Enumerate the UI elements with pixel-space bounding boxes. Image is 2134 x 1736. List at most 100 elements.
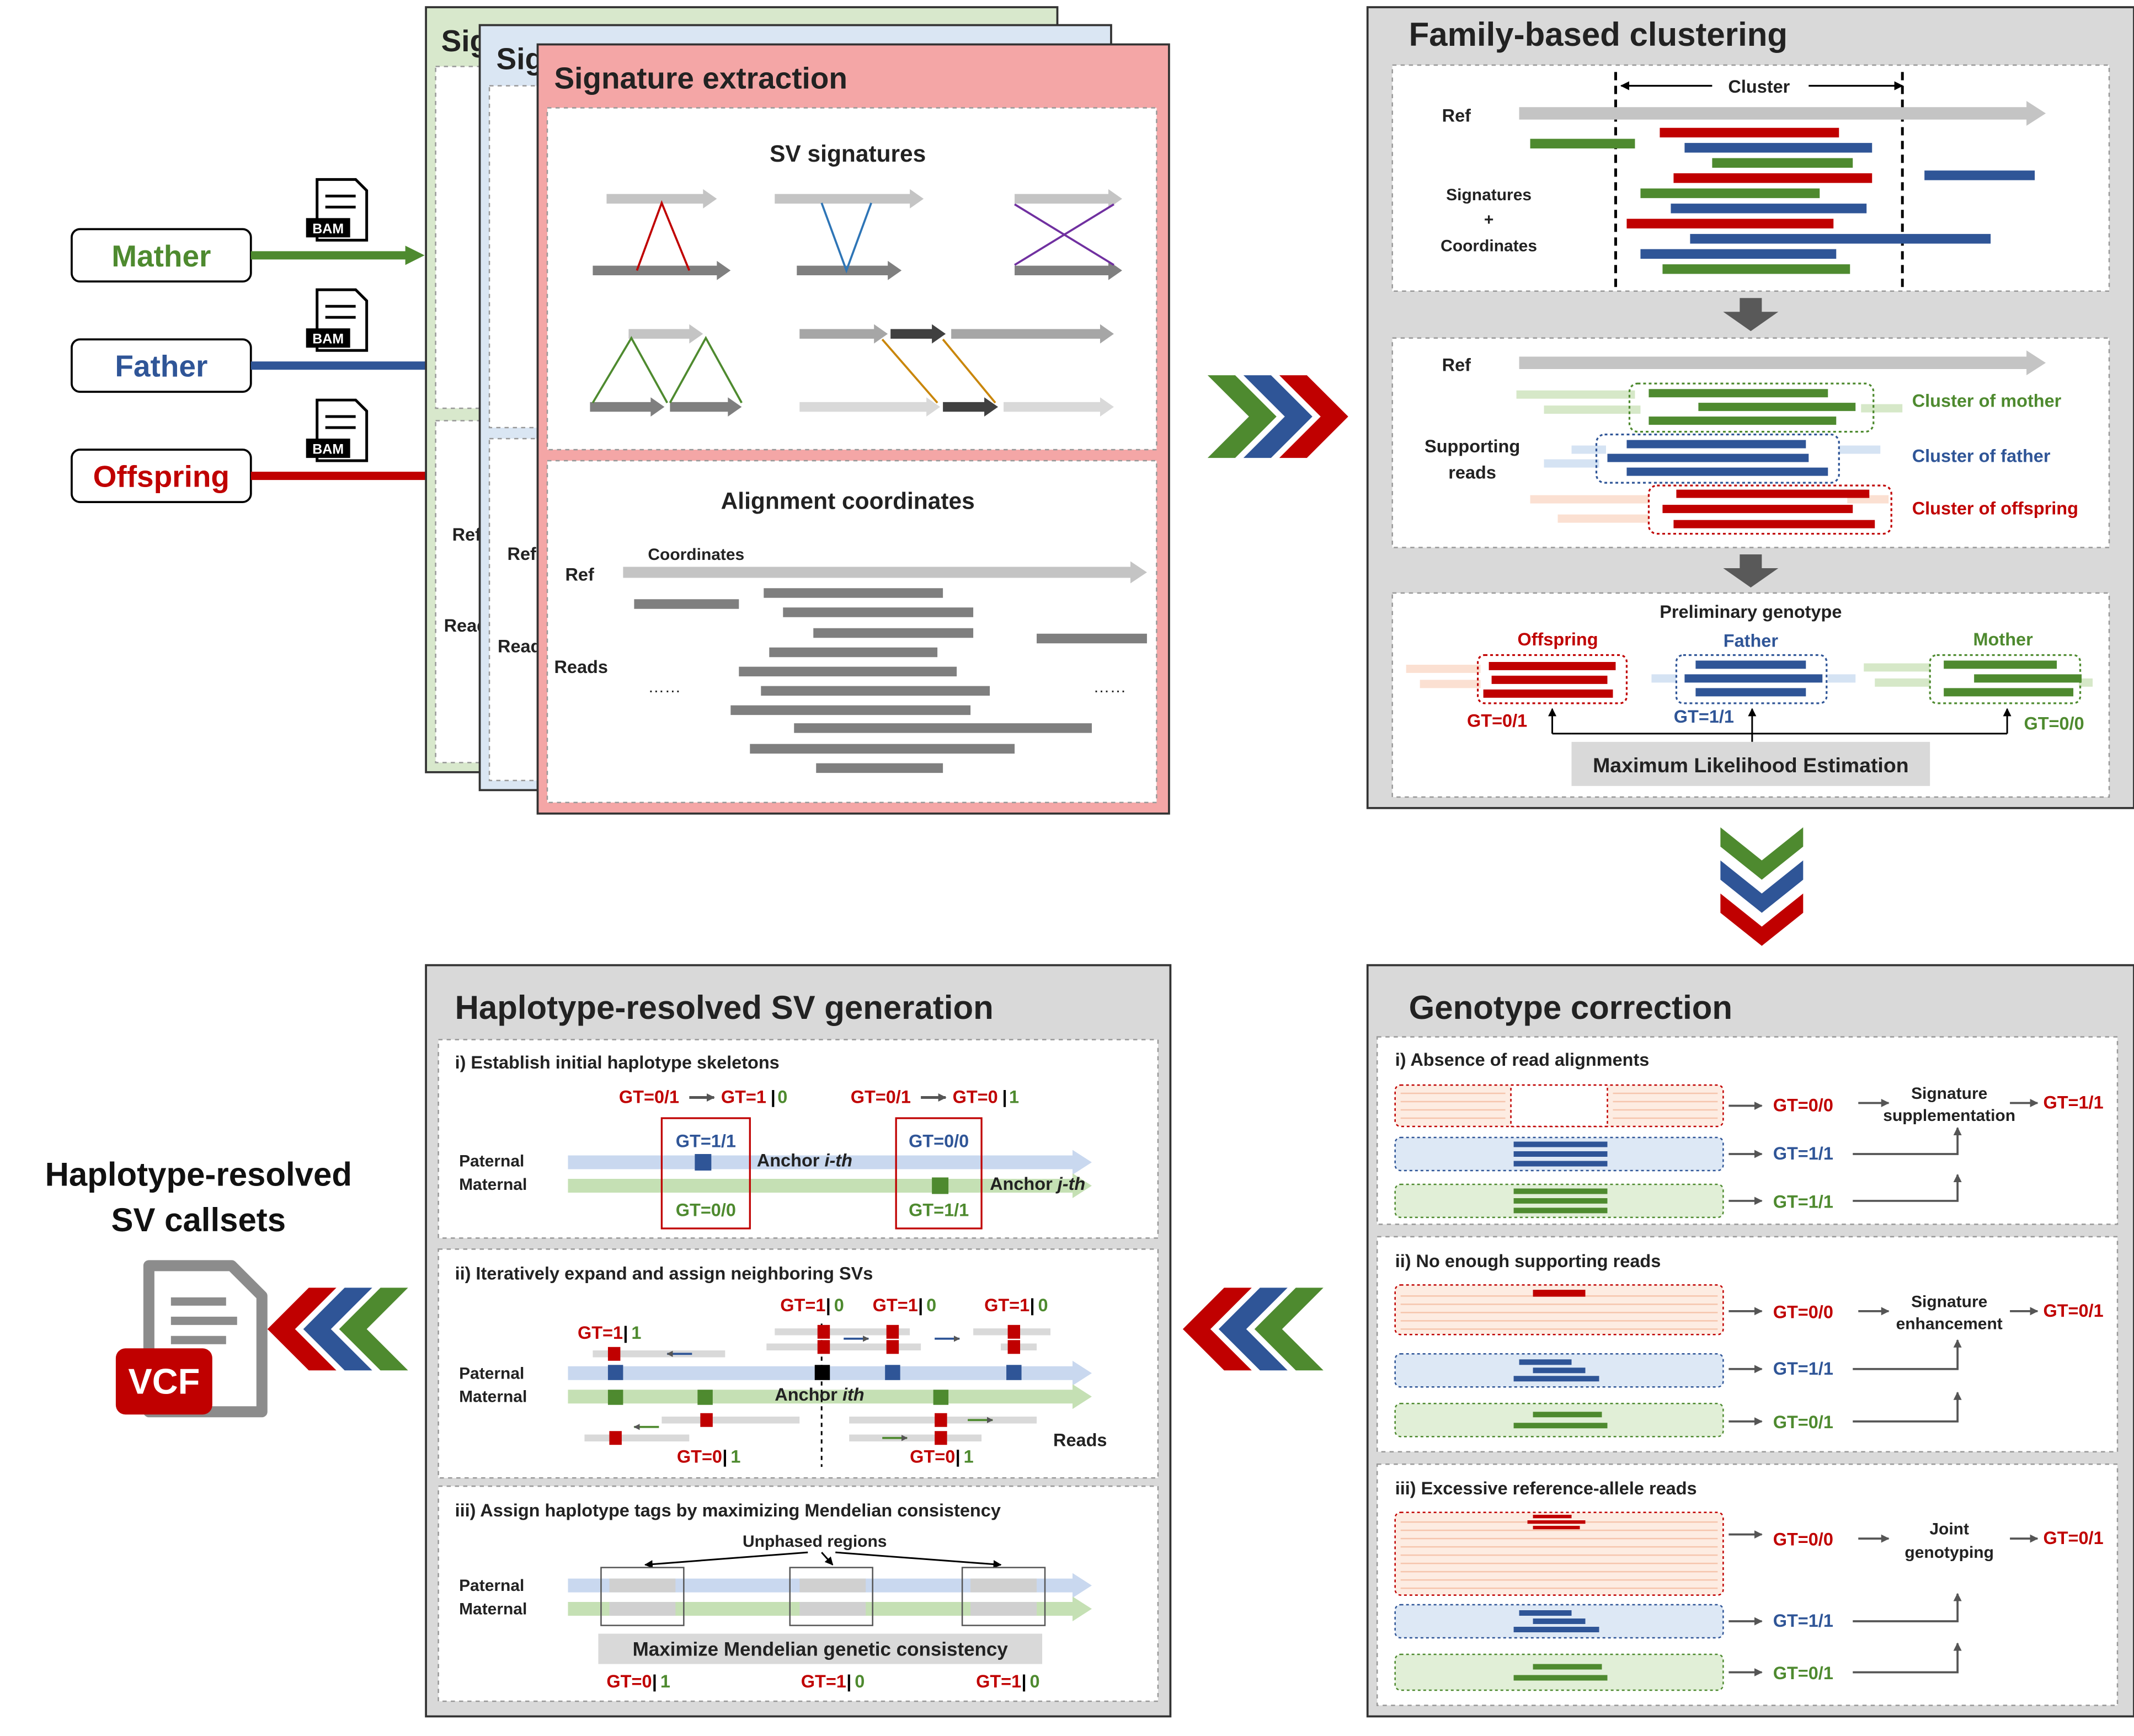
father-input: Father <box>71 338 252 393</box>
svg-text:0: 0 <box>777 1087 787 1107</box>
svg-text:GT=0/1: GT=0/1 <box>1467 711 1527 730</box>
svg-text:Ref: Ref <box>1442 105 1471 125</box>
svg-text:Maternal: Maternal <box>459 1388 527 1406</box>
svg-text:GT=1/1: GT=1/1 <box>1773 1611 1833 1631</box>
genotype-correction-panel: Genotype correction i) Absence of read a… <box>1366 964 2134 1718</box>
svg-text:|: | <box>1030 1295 1035 1315</box>
svg-text:Anchor i-th: Anchor i-th <box>757 1150 852 1170</box>
svg-text:Maternal: Maternal <box>459 1600 527 1619</box>
svg-text:Offspring: Offspring <box>93 460 230 494</box>
deletion-signature <box>593 189 731 280</box>
svg-text:ii) Iteratively expand and ass: ii) Iteratively expand and assign neighb… <box>455 1263 873 1283</box>
svg-text:GT=1/1: GT=1/1 <box>1674 707 1734 727</box>
svg-text:Paternal: Paternal <box>459 1364 524 1382</box>
signature-extraction-title: Signature extraction <box>554 61 847 95</box>
svg-text:GT=0/0: GT=0/0 <box>2024 713 2084 733</box>
svg-text:Coordinates: Coordinates <box>1441 237 1537 255</box>
svg-text:ii) No enough supporting reads: ii) No enough supporting reads <box>1395 1251 1661 1271</box>
svg-text:BAM: BAM <box>312 221 344 237</box>
chevron-down-icon <box>1720 827 1804 946</box>
svg-text:Unphased regions: Unphased regions <box>743 1532 887 1551</box>
svg-text:1: 1 <box>964 1447 974 1467</box>
svg-text:Cluster: Cluster <box>1728 77 1790 97</box>
svg-text:GT=1: GT=1 <box>780 1295 825 1315</box>
bam-icon: BAM <box>306 288 369 352</box>
svg-text:GT=1/1: GT=1/1 <box>2043 1093 2103 1113</box>
svg-text:GT=0/1: GT=0/1 <box>1773 1412 1833 1432</box>
svg-text:GT=1/1: GT=1/1 <box>1773 1144 1833 1163</box>
svg-text:1: 1 <box>1009 1087 1019 1107</box>
svg-text:iii) Excessive reference-allel: iii) Excessive reference-allele reads <box>1395 1478 1697 1498</box>
svg-text:0: 0 <box>1038 1295 1048 1315</box>
svg-text:Preliminary genotype: Preliminary genotype <box>1660 602 1842 622</box>
signature-bars <box>1530 127 2035 274</box>
family-clustering-panel: Family-based clustering Cluster Ref Sign… <box>1366 6 2134 809</box>
svg-text:i) Absence of read alignments: i) Absence of read alignments <box>1395 1050 1650 1070</box>
svg-text:|: | <box>826 1295 831 1315</box>
vcf-file-icon: VCF <box>115 1260 268 1418</box>
svg-text:GT=0/1: GT=0/1 <box>1773 1663 1833 1683</box>
svg-text:Father: Father <box>115 349 207 383</box>
svg-text:|: | <box>846 1671 851 1691</box>
duplication-signature <box>590 324 743 417</box>
svg-text:Cluster of offspring: Cluster of offspring <box>1912 499 2078 519</box>
signature-extraction-panel: Signature extraction SV signatures <box>536 43 1170 815</box>
svg-text:GT=1: GT=1 <box>578 1323 623 1343</box>
inversion-signature <box>1014 189 1122 280</box>
chevron-right-icon <box>1207 375 1348 458</box>
svg-text:GT=0: GT=0 <box>677 1447 722 1467</box>
mother-input: Mather <box>71 228 252 283</box>
offspring-input: Offspring <box>71 448 252 503</box>
svg-text:GT=1: GT=1 <box>801 1671 846 1691</box>
svg-text:Read: Read <box>498 636 541 656</box>
svg-text:GT=1: GT=1 <box>976 1671 1021 1691</box>
svg-text:|: | <box>623 1323 628 1343</box>
haplotype-generation-title: Haplotype-resolved SV generation <box>455 989 994 1026</box>
svg-text:GT=0/0: GT=0/0 <box>676 1200 736 1220</box>
svg-text:GT=0/0: GT=0/0 <box>1773 1302 1833 1322</box>
svg-text:1: 1 <box>660 1671 670 1691</box>
svg-text:……: …… <box>1093 678 1126 696</box>
svg-text:Haplotype-resolved: Haplotype-resolved <box>45 1156 352 1193</box>
svg-text:Signature: Signature <box>1911 1085 1987 1103</box>
svg-text:GT=1: GT=1 <box>984 1295 1029 1315</box>
svg-text:Ref: Ref <box>508 544 537 564</box>
svg-text:VCF: VCF <box>128 1361 200 1402</box>
svg-text:GT=0/1: GT=0/1 <box>619 1087 679 1107</box>
svg-text:GT=1/1: GT=1/1 <box>1773 1359 1833 1379</box>
svg-text:GT=1: GT=1 <box>721 1087 766 1107</box>
svg-text:GT=0: GT=0 <box>953 1087 998 1107</box>
svg-text:supplementation: supplementation <box>1883 1107 2015 1125</box>
alignment-reads <box>623 561 1147 773</box>
svg-text:Father: Father <box>1724 631 1779 650</box>
svg-text:GT=0: GT=0 <box>910 1447 955 1467</box>
svg-text:i) Establish initial haplotype: i) Establish initial haplotype skeletons <box>455 1053 780 1072</box>
svg-text:+: + <box>1484 211 1494 229</box>
svg-text:Alignment coordinates: Alignment coordinates <box>721 488 975 514</box>
output-label: Haplotype-resolved SV callsets <box>45 1156 352 1238</box>
svg-text:|: | <box>1022 1671 1027 1691</box>
svg-text:GT=0/0: GT=0/0 <box>909 1131 969 1151</box>
svg-text:Ref: Ref <box>1442 355 1471 375</box>
svg-text:BAM: BAM <box>312 442 344 457</box>
svg-text:Coordinates: Coordinates <box>648 546 744 564</box>
svg-text:|: | <box>722 1447 727 1467</box>
svg-text:GT=0/0: GT=0/0 <box>1773 1096 1833 1115</box>
svg-text:|: | <box>652 1671 657 1691</box>
svg-text:Supporting: Supporting <box>1425 436 1520 456</box>
svg-text:iii) Assign haplotype tags by: iii) Assign haplotype tags by maximizing… <box>455 1500 1001 1520</box>
svg-text:1: 1 <box>631 1323 641 1343</box>
chevron-left-icon <box>267 1288 408 1371</box>
svg-text:Offspring: Offspring <box>1517 629 1598 649</box>
svg-text:|: | <box>918 1295 923 1315</box>
svg-text:SV callsets: SV callsets <box>111 1201 286 1238</box>
svg-text:|: | <box>1002 1087 1007 1107</box>
mle-label: Maximum Likelihood Estimation <box>1593 754 1909 777</box>
translocation-signature <box>799 324 1114 417</box>
svg-text:GT=1: GT=1 <box>873 1295 918 1315</box>
svg-text:GT=0/1: GT=0/1 <box>2043 1528 2103 1548</box>
svg-text:Cluster of mother: Cluster of mother <box>1912 391 2062 411</box>
haplotype-generation-panel: Haplotype-resolved SV generation i) Esta… <box>425 964 1172 1718</box>
svg-text:Reads: Reads <box>1053 1430 1107 1450</box>
